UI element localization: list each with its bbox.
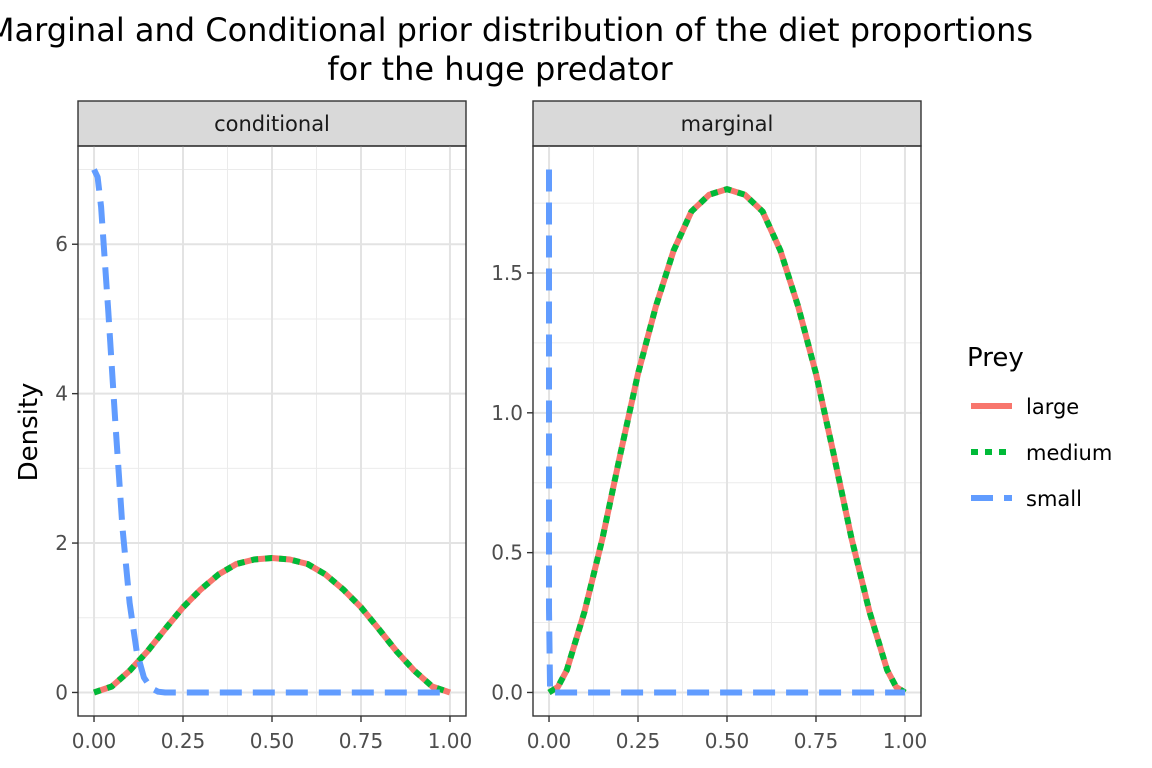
y-axis-conditional: 0 2 4 6	[55, 232, 78, 704]
panel-marginal: marginal 0.00 0.25 0.50 0.75 1.00 0.0 0.5 1.0 1.5	[491, 100, 927, 753]
legend-label-large: large	[1026, 395, 1079, 419]
series-line-small	[91, 168, 450, 696]
legend-label-small: small	[1026, 487, 1082, 511]
legend: Prey large medium small	[967, 343, 1112, 511]
y-tick-label: 6	[55, 232, 68, 256]
chart-title-line1: Marginal and Conditional prior distribut…	[0, 11, 1033, 49]
x-tick-label: 0.00	[527, 729, 572, 753]
legend-title: Prey	[967, 343, 1024, 373]
x-tick-label: 0.50	[705, 729, 750, 753]
y-tick-label: 4	[55, 382, 68, 406]
series-line-medium	[93, 555, 451, 696]
series-line-medium	[547, 186, 907, 696]
panel-conditional: conditional 0.00 0.25 0.50 0.75 1.00 0 2 4 6	[55, 100, 472, 753]
y-tick-label: 0.5	[491, 541, 523, 565]
strip-conditional	[77, 100, 467, 147]
y-axis-label: Density	[14, 383, 44, 482]
x-tick-label: 1.00	[428, 729, 473, 753]
series-group-marginal	[546, 169, 907, 696]
strip-label-marginal: marginal	[681, 112, 774, 136]
y-tick-label: 2	[55, 531, 68, 555]
x-tick-label: 0.25	[161, 729, 206, 753]
y-tick-label: 0	[55, 680, 68, 704]
chart-title-line2: for the huge predator	[327, 50, 673, 88]
y-tick-label: 0.0	[491, 680, 523, 704]
series-line-small	[546, 169, 905, 696]
x-axis-conditional: 0.00 0.25 0.50 0.75 1.00	[72, 716, 472, 753]
strip-label-conditional: conditional	[214, 112, 330, 136]
legend-label-medium: medium	[1026, 441, 1112, 465]
x-tick-label: 0.75	[339, 729, 384, 753]
x-tick-label: 0.25	[616, 729, 661, 753]
series-group-conditional	[91, 168, 451, 696]
x-tick-label: 0.00	[72, 729, 117, 753]
grid-marginal	[533, 146, 921, 716]
y-tick-label: 1.0	[491, 401, 523, 425]
y-tick-label: 1.5	[491, 261, 523, 285]
y-axis-marginal: 0.0 0.5 1.0 1.5	[491, 261, 533, 704]
grid-conditional	[78, 146, 466, 716]
panels: conditional 0.00 0.25 0.50 0.75 1.00 0 2 4 6 margi…	[55, 100, 927, 753]
x-tick-label: 0.50	[250, 729, 295, 753]
x-axis-marginal: 0.00 0.25 0.50 0.75 1.00	[527, 716, 927, 753]
x-tick-label: 0.75	[794, 729, 839, 753]
strip-marginal	[532, 100, 922, 147]
x-tick-label: 1.00	[883, 729, 928, 753]
